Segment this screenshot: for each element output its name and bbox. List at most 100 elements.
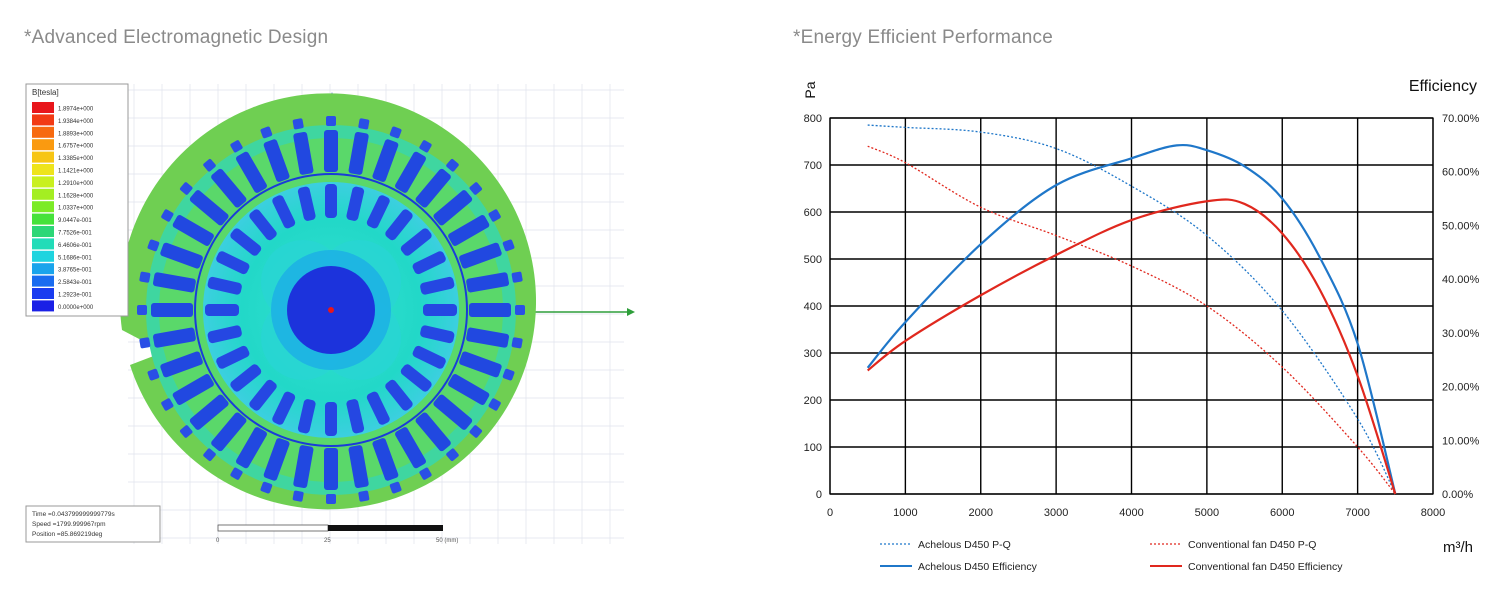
stator-slot bbox=[161, 209, 214, 246]
rotor-bar bbox=[216, 345, 250, 369]
stator-slot bbox=[324, 116, 338, 172]
rotor-bar bbox=[385, 379, 413, 411]
rotor-bar bbox=[230, 228, 262, 256]
x-tick-label: 7000 bbox=[1345, 507, 1369, 519]
shaft-center-marker bbox=[328, 307, 334, 313]
x-tick-label: 6000 bbox=[1270, 507, 1294, 519]
x-axis-arrowhead bbox=[627, 308, 635, 316]
y-tick-label: 600 bbox=[804, 207, 822, 219]
legend-swatch bbox=[32, 201, 54, 213]
rotor-bar bbox=[207, 276, 242, 295]
x-tick-label: 3000 bbox=[1044, 507, 1068, 519]
x-tick-label: 2000 bbox=[969, 507, 993, 519]
legend-value: 5.1686e-001 bbox=[58, 255, 92, 261]
legend-swatch bbox=[32, 288, 54, 299]
y2-tick-label: 10.00% bbox=[1442, 435, 1480, 447]
legend-swatch bbox=[32, 126, 54, 138]
y2-tick-label: 20.00% bbox=[1442, 382, 1480, 394]
legend-swatch bbox=[32, 238, 54, 250]
rotor-bar bbox=[412, 345, 446, 369]
legend-value: 6.4606e-001 bbox=[58, 243, 92, 249]
em-simulation-figure: B[tesla] 1.8974e+000 1.9384e+000 1.8893e+0… bbox=[24, 82, 644, 552]
legend-swatch bbox=[32, 213, 54, 225]
stator-slot bbox=[348, 118, 370, 175]
y-tick-label: 700 bbox=[804, 160, 822, 172]
legend-swatch bbox=[32, 250, 54, 262]
stator-slot bbox=[348, 445, 370, 502]
rotor-bar bbox=[272, 195, 296, 229]
stator-slot bbox=[139, 271, 196, 293]
em-simulation-canvas: B[tesla] 1.8974e+000 1.9384e+000 1.8893e+0… bbox=[25, 83, 635, 544]
rotor-bar bbox=[325, 184, 337, 218]
legend-swatch bbox=[32, 275, 54, 287]
y2-tick-label: 50.00% bbox=[1442, 220, 1480, 232]
rotor-bar bbox=[366, 195, 390, 229]
series-line-conventional-fan-d450-p-q bbox=[867, 145, 1396, 495]
legend-swatch bbox=[32, 139, 54, 151]
stator-slot bbox=[203, 158, 247, 208]
rotor-bar bbox=[207, 325, 242, 344]
legend-swatch bbox=[32, 164, 54, 175]
rotor-bar bbox=[366, 391, 390, 425]
legend-value: 1.0337e+000 bbox=[58, 206, 94, 212]
stator-slot bbox=[230, 140, 267, 193]
rotor-bar bbox=[216, 251, 250, 275]
air-gap bbox=[194, 173, 468, 447]
chart-legend: Achelous D450 P-Q Achelous D450 Efficienc… bbox=[880, 539, 1343, 573]
chart-series bbox=[866, 124, 1397, 495]
y2-tick-label: 40.00% bbox=[1442, 274, 1480, 286]
legend-value: 1.8974e+000 bbox=[58, 107, 94, 113]
legend-value: 1.3385e+000 bbox=[58, 156, 94, 162]
y-tick-label: 500 bbox=[804, 254, 822, 266]
stator-slot bbox=[459, 351, 515, 381]
rotor-bar bbox=[205, 304, 239, 316]
stator-slot bbox=[203, 412, 247, 462]
y-tick-label: 400 bbox=[804, 301, 822, 313]
legend-swatch bbox=[32, 300, 54, 312]
legend-value: 1.9384e+000 bbox=[58, 119, 94, 125]
y-axis-label: Pa bbox=[802, 81, 818, 98]
legend-label: Achelous D450 P-Q bbox=[918, 539, 1011, 551]
rotor-bar bbox=[400, 228, 432, 256]
stator-slot bbox=[459, 239, 515, 269]
rotor-bar bbox=[412, 251, 446, 275]
stator-slot bbox=[448, 209, 501, 246]
rotor-bar bbox=[346, 399, 365, 434]
rotor-bar bbox=[385, 209, 413, 241]
stator-slot bbox=[433, 394, 483, 438]
y2-tick-label: 60.00% bbox=[1442, 167, 1480, 179]
stator-slot bbox=[466, 327, 523, 349]
stator-slot bbox=[372, 438, 402, 494]
legend-value: 1.6757e+000 bbox=[58, 144, 94, 150]
simulation-status: Time =0.043799999999779s Speed =1799.999… bbox=[25, 505, 161, 543]
stator-slot bbox=[469, 303, 525, 317]
legend-value: 3.8765e-001 bbox=[58, 268, 92, 274]
stator-slot bbox=[147, 351, 203, 381]
legend-title: B[tesla] bbox=[32, 88, 59, 97]
x-axis-label: m³/h bbox=[1443, 539, 1473, 556]
legend-value: 2.5843e-001 bbox=[58, 280, 92, 286]
y-tick-label: 200 bbox=[804, 395, 822, 407]
stator-slot bbox=[395, 140, 432, 193]
rotor-bar bbox=[420, 276, 455, 295]
rotor-bar bbox=[249, 209, 277, 241]
stator-slot bbox=[179, 182, 229, 226]
legend-swatch bbox=[32, 114, 54, 126]
y2-tick-label: 70.00% bbox=[1442, 113, 1480, 125]
stator-slot bbox=[147, 239, 203, 269]
legend-value: 7.7526e-001 bbox=[58, 231, 92, 237]
x-tick-label: 8000 bbox=[1421, 507, 1445, 519]
legend-value: 1.2923e-001 bbox=[58, 293, 92, 299]
legend-value: 1.8893e+000 bbox=[58, 131, 94, 137]
y-tick-label: 300 bbox=[804, 348, 822, 360]
x-tick-label: 1000 bbox=[893, 507, 917, 519]
y2-tick-label: 30.00% bbox=[1442, 328, 1480, 340]
legend-label: Conventional fan D450 Efficiency bbox=[1188, 561, 1343, 573]
rotor-bar bbox=[420, 325, 455, 344]
field-legend: B[tesla] 1.8974e+000 1.9384e+000 1.8893e+0… bbox=[25, 83, 129, 317]
rotor-bar bbox=[272, 391, 296, 425]
legend-swatch bbox=[32, 176, 54, 188]
stator-slot bbox=[466, 271, 523, 293]
stator-slot bbox=[260, 126, 290, 182]
scale-tick-25: 25 bbox=[324, 538, 331, 544]
